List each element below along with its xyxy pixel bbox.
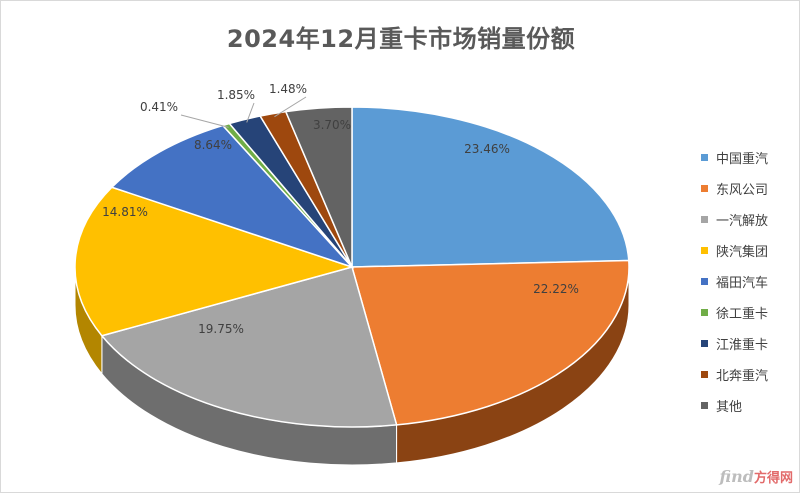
legend-item-徐工重卡: 徐工重卡: [701, 297, 797, 328]
legend-label: 北奔重汽: [716, 369, 769, 384]
legend-swatch: [701, 309, 708, 316]
data-label-福田汽车: 8.64%: [194, 138, 232, 152]
legend-label: 其他: [716, 400, 743, 415]
legend-item-江淮重卡: 江淮重卡: [701, 328, 797, 359]
legend-swatch: [701, 402, 708, 409]
data-label-其他: 3.70%: [313, 118, 351, 132]
legend-label: 一汽解放: [716, 214, 769, 229]
watermark-text-find: find: [719, 467, 754, 486]
watermark-text-site: 方得网: [753, 471, 793, 486]
legend-label: 中国重汽: [716, 152, 769, 167]
legend-label: 江淮重卡: [716, 338, 769, 353]
legend-swatch: [701, 247, 708, 254]
legend-label: 徐工重卡: [716, 307, 769, 322]
data-label-中国重汽: 23.46%: [464, 142, 510, 156]
legend-item-北奔重汽: 北奔重汽: [701, 359, 797, 390]
legend-label: 陕汽集团: [716, 245, 769, 260]
data-label-北奔重汽: 1.48%: [269, 82, 307, 96]
legend-swatch: [701, 340, 708, 347]
data-label-一汽解放: 19.75%: [198, 322, 244, 336]
legend-item-福田汽车: 福田汽车: [701, 266, 797, 297]
legend-item-中国重汽: 中国重汽: [701, 142, 797, 173]
leader-line-北奔重汽: [274, 96, 307, 118]
legend-item-其他: 其他: [701, 390, 797, 421]
legend-swatch: [701, 185, 708, 192]
legend-swatch: [701, 216, 708, 223]
legend-swatch: [701, 278, 708, 285]
legend-item-一汽解放: 一汽解放: [701, 204, 797, 235]
chart-title: 2024年12月重卡市场销量份额: [226, 25, 576, 53]
legend-swatch: [701, 371, 708, 378]
pie-slice-福田汽车: [110, 124, 355, 269]
pie-slice-中国重汽: [351, 106, 630, 268]
leader-line-徐工重卡: [180, 114, 229, 128]
legend-item-东风公司: 东风公司: [701, 173, 797, 204]
pie-slice-一汽解放: [100, 266, 398, 428]
legend-label: 东风公司: [716, 183, 769, 198]
legend-label: 福田汽车: [716, 276, 769, 291]
data-label-陕汽集团: 14.81%: [102, 205, 148, 219]
pie-slice-东风公司: [351, 259, 630, 426]
leader-line-江淮重卡: [246, 102, 255, 123]
data-label-江淮重卡: 1.85%: [217, 88, 255, 102]
legend-swatch: [701, 154, 708, 161]
legend-item-陕汽集团: 陕汽集团: [701, 235, 797, 266]
data-label-徐工重卡: 0.41%: [140, 100, 178, 114]
watermark-logo: find方得网: [720, 467, 793, 486]
data-label-东风公司: 22.22%: [533, 282, 579, 296]
chart-legend: 中国重汽东风公司一汽解放陕汽集团福田汽车徐工重卡江淮重卡北奔重汽其他: [701, 142, 797, 421]
pie-slice-其他: [284, 106, 353, 268]
pie-slice-陕汽集团: [74, 186, 355, 337]
